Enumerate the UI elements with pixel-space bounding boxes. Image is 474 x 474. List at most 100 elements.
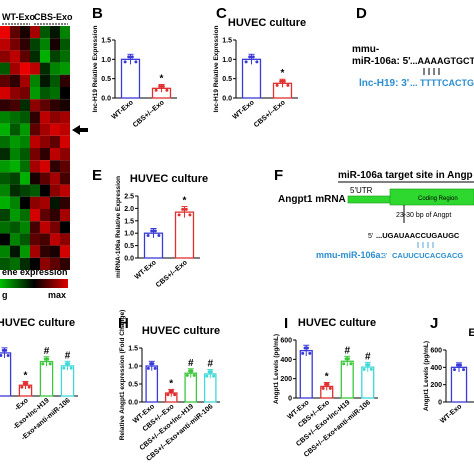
- data-point: [248, 55, 252, 59]
- y-axis-label: miRNA-106a Relative Expression: [115, 176, 122, 278]
- chart-title: HUVEC culture: [0, 317, 75, 329]
- significance-mark: *: [281, 68, 285, 79]
- heatmap-cell: [20, 221, 30, 234]
- heatmap-cell: [50, 99, 60, 112]
- significance-mark: *: [24, 370, 28, 381]
- panel-label-i: I: [284, 315, 288, 332]
- data-point: [190, 369, 194, 373]
- y-tick-label: 2.0: [124, 206, 134, 213]
- data-point: [62, 366, 66, 370]
- d-lnc-label: lnc-H19: 3': [359, 78, 409, 89]
- y-tick-label: 200: [430, 382, 442, 389]
- y-tick-label: 1.5: [124, 218, 134, 225]
- bar: [39, 360, 54, 397]
- heatmap-cell: [30, 245, 40, 258]
- heatmap-cell: [0, 26, 10, 39]
- data-point: [286, 83, 290, 87]
- heatmap-cell: [50, 209, 60, 222]
- f-coding-label: Coding Region: [418, 196, 458, 202]
- heatmap-cell: [30, 99, 40, 112]
- heatmap-cell: [10, 196, 20, 209]
- data-point: [6, 353, 10, 357]
- y-tick-label: 0.5: [222, 76, 232, 83]
- heatmap-color-scale: [0, 279, 68, 288]
- data-point: [151, 362, 155, 366]
- chart-title: E: [468, 327, 474, 339]
- panel-label-d: D: [356, 5, 367, 22]
- heatmap-cell: [20, 111, 30, 124]
- heatmap-cell: [20, 99, 30, 112]
- d-mirna-seq: ...AAAAGTGCTT: [410, 56, 474, 66]
- heatmap-cell: [20, 196, 30, 209]
- y-tick-label: 1.5: [101, 38, 111, 45]
- heatmap-cell: [30, 148, 40, 161]
- data-point: [153, 229, 157, 233]
- heatmap-cell: [60, 50, 70, 63]
- heatmap-cell: [30, 62, 40, 75]
- heatmap-cell: [60, 184, 70, 197]
- heatmap-cell: [0, 38, 10, 51]
- heatmap-cell: [40, 62, 50, 75]
- data-point: [165, 88, 169, 92]
- heatmap-cell: [0, 184, 10, 197]
- data-point: [43, 357, 47, 361]
- y-axis-label: lnc-H19 Relative Expression: [213, 25, 220, 112]
- heatmap-cell: [20, 26, 30, 39]
- heatmap-cell: [10, 99, 20, 112]
- heatmap-cell: [50, 184, 60, 197]
- significance-mark: #: [65, 350, 71, 361]
- f-mirna-end: 3': [382, 253, 387, 260]
- data-point: [170, 389, 174, 393]
- arrow-left-icon: [72, 125, 88, 135]
- bar: [120, 58, 141, 99]
- heatmap-cell: [60, 245, 70, 258]
- f-utr5-label: 5'UTR: [350, 186, 373, 195]
- heatmap-cell: [50, 160, 60, 173]
- data-point: [342, 362, 346, 366]
- heatmap-legend-min: g: [2, 290, 8, 300]
- heatmap-cell: [40, 148, 50, 161]
- heatmap-cell: [30, 26, 40, 39]
- data-point: [462, 368, 466, 372]
- f-target-prefix: 5': [368, 233, 373, 240]
- data-point: [48, 362, 52, 366]
- bar: [450, 366, 468, 403]
- y-tick-label: 200: [280, 376, 292, 383]
- heatmap-cell: [60, 148, 70, 161]
- data-point: [192, 373, 196, 377]
- heatmap-legend-caption: ene expression: [2, 267, 68, 277]
- chart-e: HUVEC culture 0.0 0.5 1.0 1.5 2.0 2.5miRNA-106…: [115, 173, 208, 289]
- heatmap-cell: [50, 38, 60, 51]
- heatmap-cell: [40, 26, 50, 39]
- y-tick-label: 0.0: [128, 400, 138, 407]
- d-base-pair-ticks: [423, 68, 440, 75]
- data-point: [244, 60, 248, 64]
- heatmap-cell: [10, 38, 20, 51]
- data-point: [46, 357, 50, 361]
- heatmap-cell: [10, 62, 20, 75]
- heatmap-cell: [60, 196, 70, 209]
- heatmap-cell: [0, 62, 10, 75]
- heatmap-cell: [50, 233, 60, 246]
- heatmap-cell: [10, 111, 20, 124]
- y-tick-label: 400: [280, 357, 292, 364]
- significance-mark: *: [325, 371, 329, 382]
- heatmap-cell: [40, 209, 50, 222]
- heatmap-cell: [0, 233, 10, 246]
- heatmap-cell: [40, 50, 50, 63]
- chart-g: HUVEC culture*-Exo#-Exo+lnc-H19#-Exo+ant…: [0, 317, 78, 442]
- data-point: [67, 362, 71, 366]
- data-point: [130, 55, 134, 59]
- heatmap-cell: [10, 148, 20, 161]
- bar: [299, 349, 313, 399]
- significance-mark: *: [183, 196, 187, 207]
- y-tick-label: 2.5: [124, 194, 134, 201]
- heatmap-cell: [0, 87, 10, 100]
- heatmap-cell: [40, 172, 50, 185]
- heatmap-cell: [0, 135, 10, 148]
- data-point: [251, 55, 255, 59]
- heatmap-cell: [20, 38, 30, 51]
- panel-label-h: H: [118, 315, 129, 332]
